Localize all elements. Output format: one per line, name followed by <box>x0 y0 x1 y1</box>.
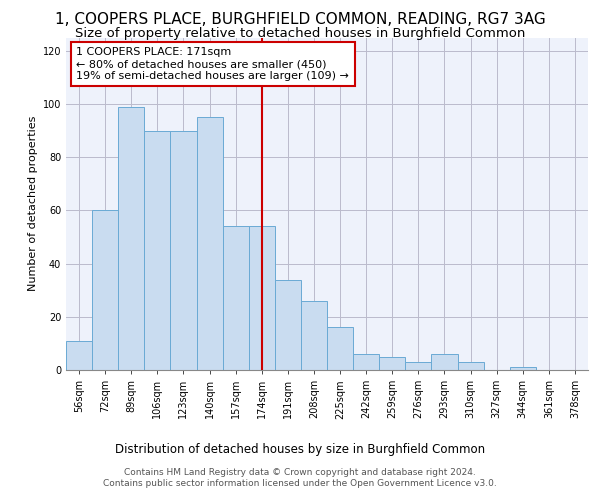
Bar <box>66 340 92 370</box>
Bar <box>353 354 379 370</box>
Bar <box>170 130 197 370</box>
Bar <box>223 226 249 370</box>
Bar <box>510 368 536 370</box>
Bar <box>249 226 275 370</box>
Text: Distribution of detached houses by size in Burghfield Common: Distribution of detached houses by size … <box>115 442 485 456</box>
Text: Size of property relative to detached houses in Burghfield Common: Size of property relative to detached ho… <box>75 28 525 40</box>
Bar <box>118 106 145 370</box>
Text: 1, COOPERS PLACE, BURGHFIELD COMMON, READING, RG7 3AG: 1, COOPERS PLACE, BURGHFIELD COMMON, REA… <box>55 12 545 28</box>
Bar <box>379 356 406 370</box>
Bar <box>275 280 301 370</box>
Bar <box>145 130 170 370</box>
Bar <box>327 328 353 370</box>
Bar <box>197 118 223 370</box>
Y-axis label: Number of detached properties: Number of detached properties <box>28 116 38 292</box>
Bar <box>406 362 431 370</box>
Bar <box>431 354 458 370</box>
Text: 1 COOPERS PLACE: 171sqm
← 80% of detached houses are smaller (450)
19% of semi-d: 1 COOPERS PLACE: 171sqm ← 80% of detache… <box>76 48 349 80</box>
Bar <box>92 210 118 370</box>
Bar <box>458 362 484 370</box>
Bar <box>301 301 327 370</box>
Text: Contains HM Land Registry data © Crown copyright and database right 2024.
Contai: Contains HM Land Registry data © Crown c… <box>103 468 497 487</box>
